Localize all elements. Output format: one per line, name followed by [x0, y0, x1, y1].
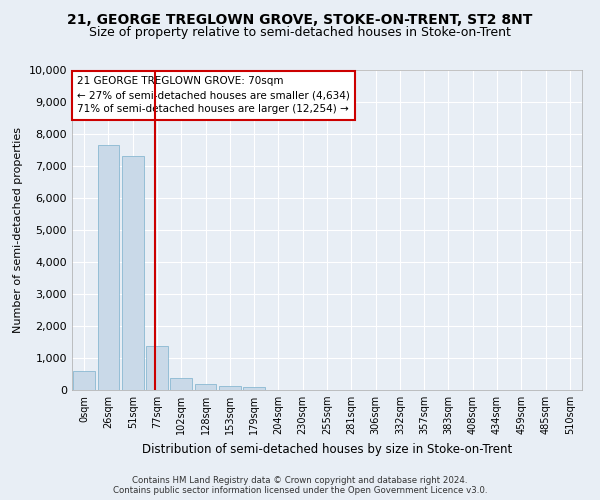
Text: Size of property relative to semi-detached houses in Stoke-on-Trent: Size of property relative to semi-detach… [89, 26, 511, 39]
Bar [170, 378, 192, 390]
Bar [97, 145, 119, 390]
Text: Contains HM Land Registry data © Crown copyright and database right 2024.: Contains HM Land Registry data © Crown c… [132, 476, 468, 485]
Y-axis label: Number of semi-detached properties: Number of semi-detached properties [13, 127, 23, 333]
Bar [219, 386, 241, 390]
Bar [122, 156, 143, 390]
Bar [73, 371, 95, 390]
Bar [146, 346, 168, 390]
Text: 21 GEORGE TREGLOWN GROVE: 70sqm
← 27% of semi-detached houses are smaller (4,634: 21 GEORGE TREGLOWN GROVE: 70sqm ← 27% of… [77, 76, 350, 114]
Text: 21, GEORGE TREGLOWN GROVE, STOKE-ON-TRENT, ST2 8NT: 21, GEORGE TREGLOWN GROVE, STOKE-ON-TREN… [67, 12, 533, 26]
Bar [243, 386, 265, 390]
X-axis label: Distribution of semi-detached houses by size in Stoke-on-Trent: Distribution of semi-detached houses by … [142, 442, 512, 456]
Text: Contains public sector information licensed under the Open Government Licence v3: Contains public sector information licen… [113, 486, 487, 495]
Bar [194, 384, 217, 390]
